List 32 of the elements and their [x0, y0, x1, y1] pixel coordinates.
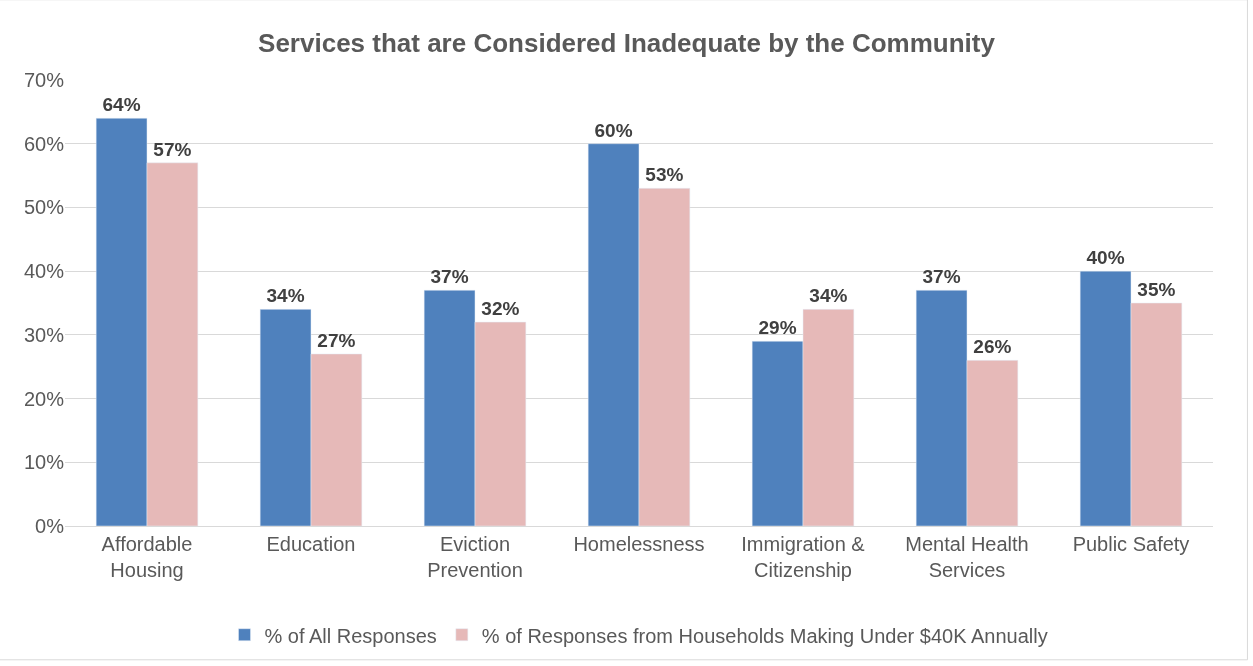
x-tick-label: Immigration & Citizenship — [741, 533, 866, 581]
y-tick-label: 60% — [23, 132, 65, 155]
data-label: 60% — [594, 119, 633, 141]
data-label: 26% — [973, 336, 1012, 358]
data-label: 64% — [102, 94, 141, 116]
x-tick-label: Eviction Prevention — [427, 533, 523, 581]
y-tick-label: 70% — [23, 69, 65, 91]
y-tick-label: 50% — [23, 196, 65, 219]
data-label: 35% — [1137, 279, 1176, 300]
x-tick-label: Homelessness — [573, 533, 705, 555]
x-tick-label: Education — [266, 533, 356, 555]
data-label: 40% — [1086, 247, 1125, 269]
data-label: 37% — [922, 266, 961, 288]
y-tick-label: 0% — [35, 515, 65, 537]
data-label: 32% — [481, 298, 520, 320]
y-tick-label: 10% — [23, 451, 65, 474]
legend-label: % of Responses from Households Making Under $40K Annually — [481, 624, 1048, 647]
data-label: 34% — [809, 285, 848, 307]
legend-label: % of All Responses — [264, 624, 437, 647]
x-tick-label: Mental Health Services — [905, 533, 1029, 581]
data-label: 29% — [758, 317, 797, 339]
data-label: 57% — [153, 138, 192, 160]
x-tick-label: Public Safety — [1072, 533, 1190, 555]
data-label: 37% — [430, 266, 469, 288]
y-tick-label: 40% — [23, 260, 65, 283]
data-label: 53% — [645, 164, 684, 186]
data-label: 27% — [317, 329, 356, 351]
x-tick-label: Affordable Housing — [101, 533, 193, 581]
data-label: 34% — [266, 285, 305, 307]
y-tick-label: 30% — [23, 323, 65, 346]
y-tick-label: 20% — [23, 387, 65, 410]
chart-title: Services that are Considered Inadequate by the Community — [258, 27, 996, 58]
